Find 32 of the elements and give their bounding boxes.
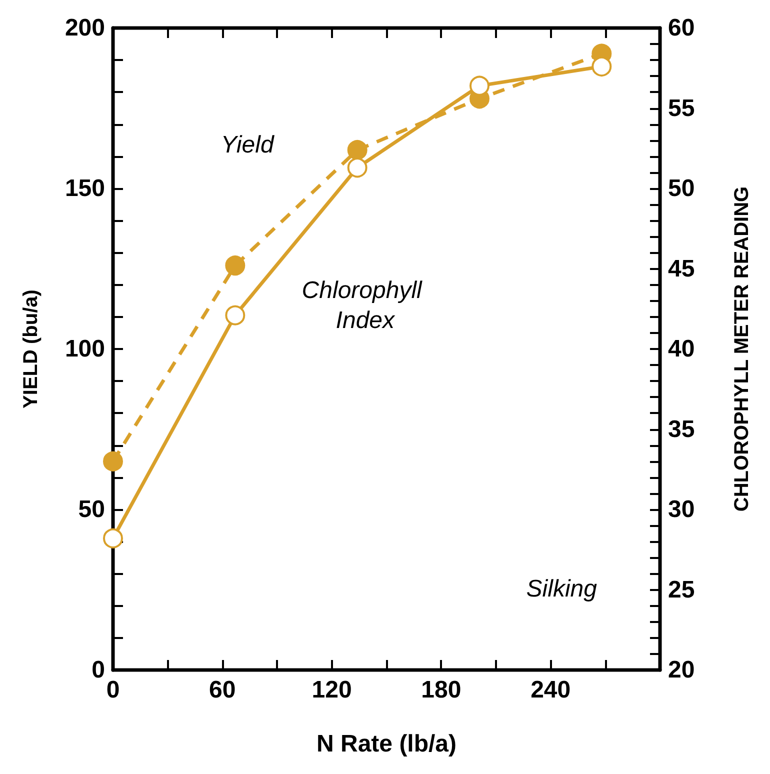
point [103,451,123,472]
y-axis-title: YIELD (bu/a) [20,290,42,408]
y2-tick-label: 25 [668,576,695,604]
x-tick-label: 240 [530,676,571,704]
y2-tick-label: 55 [668,94,695,122]
y2-tick-label: 45 [668,255,695,282]
x-axis-title: N Rate (lb/a) [316,730,457,758]
y-tick-label: 100 [64,336,105,362]
point [225,256,246,276]
y2-tick-label: 20 [668,656,695,684]
y-tick-label: 200 [64,14,105,42]
point [103,528,123,548]
point [225,305,246,326]
y-tick-label: 0 [92,656,105,684]
point [347,158,368,178]
y2-tick-label: 50 [668,175,695,202]
x-tick-label: 120 [312,676,352,704]
annotation: Silking [526,576,598,602]
point [470,76,490,96]
y-tick-label: 150 [64,175,105,202]
y2-tick-label: 35 [668,416,695,443]
x-tick-label: 180 [421,676,462,704]
text: Yield [220,131,274,158]
series-label: Chlorophyll Index [302,276,429,334]
point [592,56,612,77]
point [347,140,368,160]
x-tick-label: 60 [209,676,236,704]
y2-axis-title: CHLOROPHYLL METER READING [731,186,753,512]
y2-tick-label: 60 [668,14,695,42]
y2-tick-label: 30 [668,496,695,523]
y2-tick-label: 40 [668,336,695,362]
y-tick-label: 50 [78,496,105,523]
